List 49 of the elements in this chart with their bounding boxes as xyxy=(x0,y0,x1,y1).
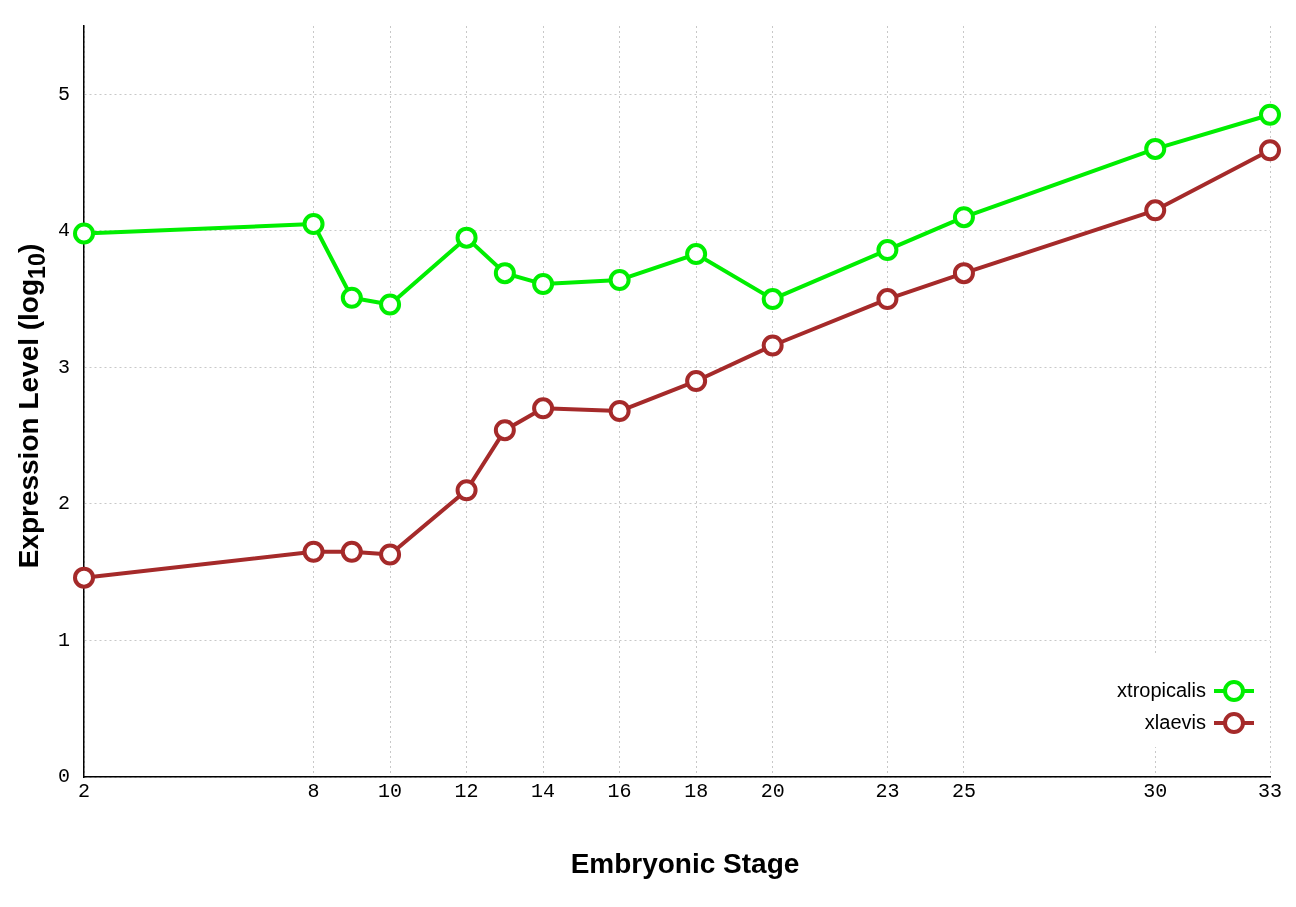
point xyxy=(302,212,325,235)
x-axis-title: Embryonic Stage xyxy=(569,848,801,880)
y-tick-label: 0 xyxy=(57,765,70,789)
point xyxy=(876,238,899,261)
y-tick-label: 1 xyxy=(57,628,70,652)
point xyxy=(455,479,478,502)
point xyxy=(340,286,363,309)
legend-label: xtropicalis xyxy=(1117,678,1206,701)
point xyxy=(952,206,975,229)
legend-label: xlaevis xyxy=(1144,710,1206,733)
x-tick-label: 30 xyxy=(1143,780,1168,804)
point xyxy=(685,370,708,393)
point xyxy=(73,222,95,245)
y-tick-label: 4 xyxy=(57,219,70,243)
x-tick-label: 23 xyxy=(875,780,900,804)
point xyxy=(1259,103,1281,126)
point xyxy=(532,273,555,296)
x-tick-label: 16 xyxy=(607,780,632,804)
point xyxy=(379,293,402,316)
x-tick-label: 10 xyxy=(378,780,403,804)
x-tick-label: 20 xyxy=(760,780,785,804)
x-tick-label: 8 xyxy=(307,780,320,804)
point xyxy=(302,540,325,563)
point xyxy=(493,262,516,285)
x-tick-label: 33 xyxy=(1257,780,1283,804)
point xyxy=(952,262,975,285)
point xyxy=(761,334,784,357)
x-tick-label: 14 xyxy=(531,780,556,804)
x-tick-label: 12 xyxy=(454,780,479,804)
point xyxy=(455,226,478,249)
x-tick-label: 25 xyxy=(951,780,976,804)
point xyxy=(532,397,555,420)
y-tick-label: 3 xyxy=(57,355,70,379)
point xyxy=(608,400,631,423)
point xyxy=(340,540,363,563)
x-tick-label: 2 xyxy=(77,780,91,804)
point xyxy=(1144,199,1167,222)
point xyxy=(379,543,402,566)
point xyxy=(761,288,784,311)
point xyxy=(1259,139,1281,162)
point xyxy=(493,419,516,442)
point xyxy=(876,288,899,311)
y-tick-label: 2 xyxy=(57,492,70,516)
y-tick-label: 5 xyxy=(57,82,70,106)
point xyxy=(1144,137,1167,160)
point xyxy=(685,243,708,266)
point xyxy=(73,566,95,589)
x-tick-label: 18 xyxy=(684,780,709,804)
point xyxy=(608,268,631,291)
